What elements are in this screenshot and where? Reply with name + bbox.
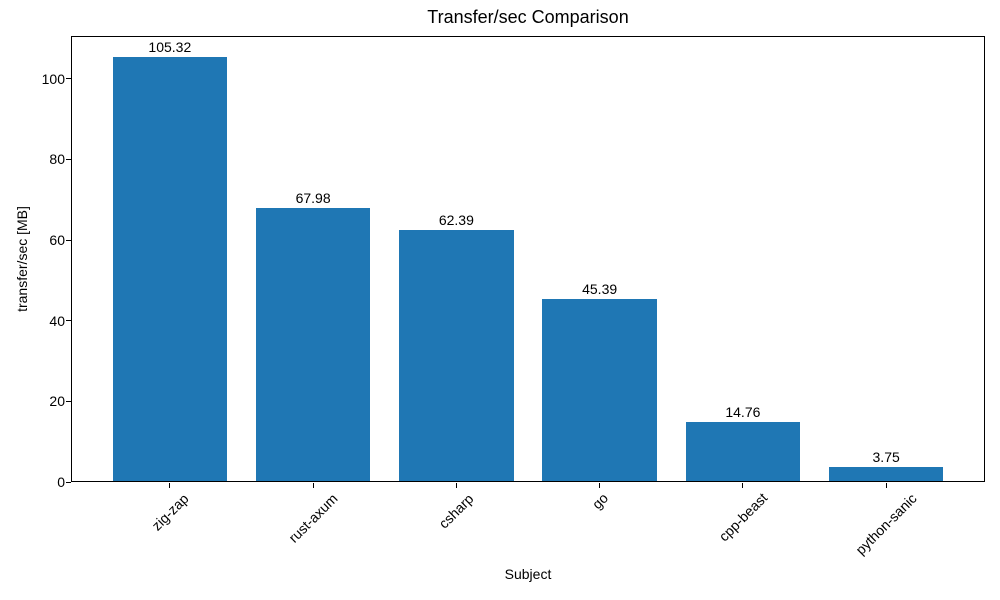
bar	[685, 422, 801, 482]
x-tick-label: go	[588, 490, 611, 513]
x-axis-label: Subject	[504, 566, 552, 582]
x-tick-mark	[312, 483, 314, 488]
bar	[399, 230, 514, 482]
chart-title: Transfer/sec Comparison	[427, 7, 629, 27]
y-tick-label: 80	[49, 151, 65, 168]
bar-value-label: 105.32	[148, 39, 192, 56]
y-tick-mark	[66, 158, 71, 160]
bar-value-label: 62.39	[438, 212, 474, 229]
y-tick-label: 60	[49, 232, 65, 249]
y-tick-mark	[66, 481, 71, 483]
bar-value-label: 3.75	[872, 448, 900, 465]
y-tick-mark	[66, 78, 71, 80]
x-tick-mark	[455, 483, 457, 488]
bar	[255, 207, 371, 482]
x-tick-mark	[885, 483, 887, 488]
bar	[828, 466, 944, 482]
y-tick-label: 20	[49, 393, 65, 410]
y-tick-mark	[66, 239, 71, 241]
x-tick-mark	[169, 483, 171, 488]
y-tick-label: 40	[49, 312, 65, 329]
bar-value-label: 45.39	[582, 280, 618, 297]
y-axis-label: transfer/sec [MB]	[14, 206, 30, 312]
bar	[542, 298, 657, 482]
x-tick-mark	[742, 483, 744, 488]
y-tick-mark	[66, 320, 71, 322]
y-tick-label: 100	[41, 70, 65, 87]
x-tick-label: zig-zap	[148, 489, 192, 534]
bar-value-label: 67.98	[295, 189, 331, 206]
x-tick-label: rust-axum	[285, 489, 341, 546]
x-tick-label: cpp-beast	[715, 489, 771, 545]
bar-value-label: 14.76	[725, 404, 761, 421]
x-tick-label: python-sanic	[852, 489, 920, 558]
y-tick-mark	[66, 400, 71, 402]
y-tick-label: 0	[57, 474, 65, 490]
x-tick-mark	[599, 483, 601, 488]
x-tick-label: csharp	[435, 489, 477, 532]
bar	[112, 57, 228, 482]
